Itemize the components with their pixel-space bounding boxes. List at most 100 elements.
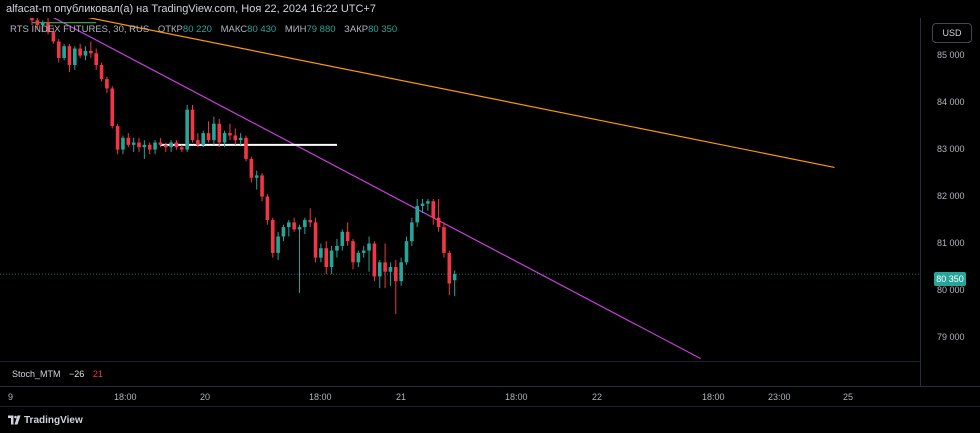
top-bar: alfacat-m опубликовал(а) на TradingView.…: [0, 0, 980, 18]
high-label: МАКС: [220, 24, 248, 35]
candle-body: [131, 142, 136, 145]
candle-body: [308, 220, 312, 223]
candle-body: [249, 158, 254, 178]
candle-body: [30, 18, 34, 21]
price-tick-label: 84 000: [937, 96, 965, 107]
candle-body: [185, 109, 189, 150]
low-label: МИН: [284, 24, 307, 35]
candle-body: [313, 222, 318, 258]
candle-body: [452, 274, 457, 281]
candle-body: [137, 142, 141, 148]
pane-divider[interactable]: [0, 361, 920, 362]
candle-body: [281, 227, 286, 237]
candle-body: [303, 220, 307, 228]
candle-body: [73, 48, 77, 65]
published-caption: alfacat-m опубликовал(а) на TradingView.…: [6, 3, 376, 15]
indicator-name: Stoch_MTM: [12, 369, 61, 379]
time-tick-label: 21: [396, 392, 407, 402]
indicator-value-1: −26: [69, 369, 85, 379]
candle-body: [180, 147, 184, 150]
candle-body: [153, 142, 157, 150]
candle-body: [377, 262, 382, 277]
close-label: ЗАКР: [344, 24, 369, 35]
candle-body: [335, 245, 339, 251]
candle-body: [121, 137, 125, 150]
candle-body: [158, 142, 163, 145]
candle-body: [345, 231, 350, 242]
open-label: ОТКР: [157, 24, 183, 35]
symbol-legend: RTS INDEX FUTURES, 30, RUS ОТКР80 220 МА…: [10, 24, 397, 35]
candle-body: [324, 248, 329, 268]
candle-body: [110, 88, 115, 127]
candle-body: [142, 144, 147, 148]
candle-body: [292, 222, 296, 230]
time-axis[interactable]: 9 18:00 20 18:00 21 18:00 22 18:00 23:00 25: [0, 386, 980, 407]
candle-body: [174, 142, 179, 148]
price-tick-label: 80 000: [937, 284, 965, 295]
candle-body: [89, 50, 93, 54]
price-tick-label: 79 000: [937, 331, 965, 342]
candle-body: [329, 250, 334, 268]
candle-body: [287, 222, 291, 228]
candle-body: [163, 144, 168, 148]
candle-body: [351, 241, 355, 263]
candle-body: [399, 262, 403, 282]
time-tick-label: 18:00: [505, 392, 528, 402]
footer-bar: TradingView: [0, 406, 980, 433]
candle-body: [276, 236, 280, 253]
price-tick-label: 85 000: [937, 49, 965, 60]
candle-body: [115, 126, 120, 150]
price-tick-label: 82 000: [937, 190, 965, 201]
candle-body: [394, 267, 398, 282]
time-tick-label: 20: [200, 392, 211, 402]
candle-body: [361, 250, 366, 253]
candle-body: [51, 32, 56, 42]
candle-body: [383, 262, 387, 272]
candle-body: [270, 220, 275, 253]
candle-body: [196, 140, 200, 145]
candle-body: [147, 144, 152, 150]
candle-body: [40, 22, 45, 26]
close-value: 80 350: [368, 24, 398, 35]
candle-body: [46, 22, 50, 33]
candle-body: [436, 217, 441, 228]
time-tick-label: 18:00: [702, 392, 725, 402]
drawing-trend-orange: [87, 18, 835, 169]
indicator-legend: Stoch_MTM −26 21: [12, 369, 103, 379]
drawing-trend-magenta: [53, 18, 702, 360]
candle-body: [260, 175, 264, 197]
candle-body: [415, 205, 419, 223]
candle-body: [94, 53, 98, 65]
candle-body: [265, 196, 270, 221]
candle-body: [238, 137, 243, 141]
symbol-name: RTS INDEX FUTURES, 30, RUS: [10, 24, 150, 35]
price-scale-divider: [920, 18, 921, 386]
candle-body: [169, 142, 173, 148]
candle-body: [56, 41, 61, 58]
candle-body: [201, 133, 205, 145]
candle-body: [126, 137, 131, 145]
candle-body: [319, 248, 323, 258]
candle-body: [426, 201, 430, 204]
time-tick-label: 18:00: [114, 392, 137, 402]
high-value: 80 430: [247, 24, 277, 35]
candle-body: [388, 267, 393, 272]
price-chart[interactable]: [0, 18, 920, 361]
candle-body: [420, 203, 425, 206]
open-value: 80 220: [182, 24, 212, 35]
candle-body: [447, 252, 452, 284]
time-tick-label: 9: [8, 392, 14, 402]
time-tick-label: 25: [843, 392, 854, 402]
tradingview-logo-icon: [8, 415, 21, 425]
candle-body: [190, 109, 195, 141]
candle-body: [340, 231, 345, 246]
candle-body: [442, 227, 446, 253]
candle-body: [228, 133, 232, 136]
candle-body: [410, 222, 414, 242]
time-tick-label: 18:00: [309, 392, 332, 402]
candle-body: [254, 175, 259, 178]
currency-button[interactable]: USD: [932, 23, 972, 43]
low-value: 79 880: [306, 24, 336, 35]
candle-body: [212, 123, 216, 141]
candle-body: [217, 123, 222, 143]
